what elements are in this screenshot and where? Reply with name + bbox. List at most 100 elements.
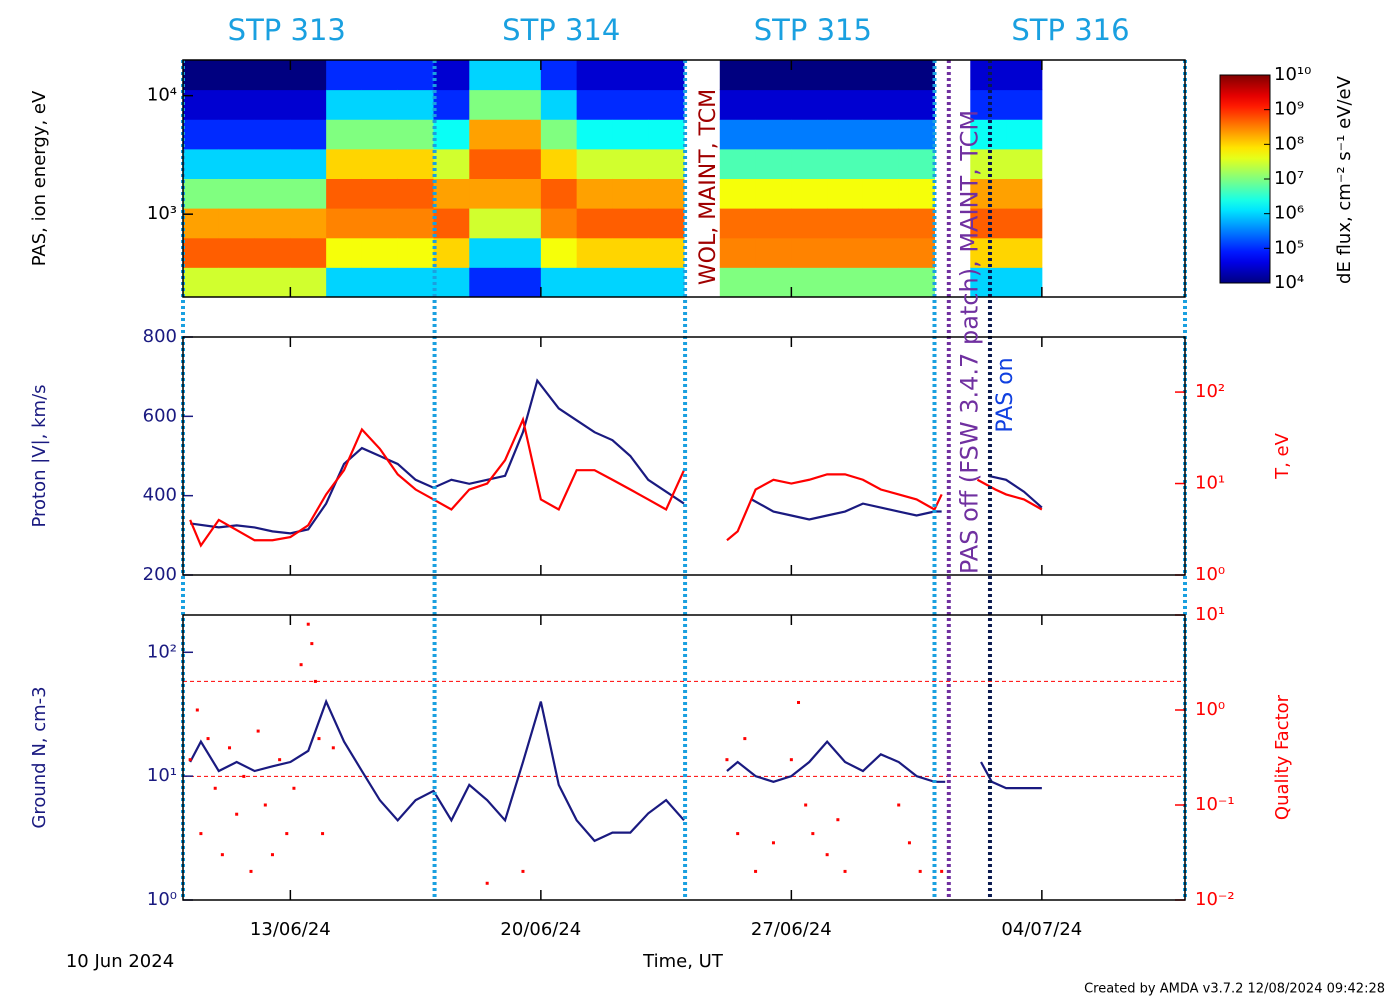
spectrogram-cell bbox=[254, 267, 291, 298]
credit: Created by AMDA v3.7.2 12/08/2024 09:42:… bbox=[1084, 982, 1385, 997]
y-tick-label: 400 bbox=[143, 485, 177, 506]
data-point bbox=[235, 812, 239, 816]
data-line bbox=[987, 474, 1043, 509]
spectrogram-cell bbox=[791, 148, 828, 179]
spectrogram-cell bbox=[612, 267, 649, 298]
spectrogram-cell bbox=[612, 237, 649, 268]
spectrogram-cell bbox=[218, 267, 256, 298]
spectrogram-cell bbox=[862, 119, 900, 150]
spectrogram-cell bbox=[648, 178, 685, 209]
spectrogram-cell bbox=[397, 237, 434, 268]
stp-label: STP 315 bbox=[754, 13, 872, 47]
spectrogram-cell bbox=[576, 148, 613, 179]
spectrogram-cell bbox=[1006, 89, 1043, 120]
spectrogram-cell bbox=[326, 89, 363, 120]
spectrogram-cell bbox=[540, 208, 578, 239]
spectrogram-cell bbox=[326, 237, 363, 268]
spectrogram-cell bbox=[290, 119, 327, 150]
stp-label: STP 316 bbox=[1011, 13, 1129, 47]
colorbar-tick-label: 10⁴ bbox=[1274, 272, 1304, 293]
spectrogram-cell bbox=[862, 267, 900, 298]
spectrogram-cell bbox=[1006, 208, 1043, 239]
spectrogram-cell bbox=[827, 89, 864, 120]
spectrogram-cell bbox=[326, 267, 363, 298]
event-label: PAS off (FSW 3.4.7 patch), MAINT, TCM bbox=[955, 110, 983, 574]
spectrogram-cell bbox=[612, 178, 649, 209]
y2-tick-label: 10⁰ bbox=[1195, 699, 1225, 720]
x-tick-label: 20/06/24 bbox=[500, 919, 581, 940]
spectrogram-cell bbox=[433, 178, 470, 209]
spectrogram-cell bbox=[218, 60, 256, 91]
spectrogram-cell bbox=[361, 237, 399, 268]
spectrogram-cell bbox=[505, 267, 542, 298]
spectrogram-cell bbox=[469, 267, 506, 298]
spectrogram-cell bbox=[755, 119, 792, 150]
spectrogram-cell bbox=[254, 89, 291, 120]
spectrogram-cell bbox=[397, 119, 434, 150]
data-point bbox=[811, 832, 815, 836]
spectrogram-cell bbox=[397, 89, 434, 120]
data-point bbox=[313, 679, 317, 683]
spectrogram-cell bbox=[540, 267, 578, 298]
spectrogram-cell bbox=[827, 60, 864, 91]
y-axis-label: Ground N, cm-3 bbox=[29, 686, 50, 828]
spectrogram-cell bbox=[898, 178, 935, 209]
spectrogram-cell bbox=[791, 208, 828, 239]
spectrogram-cell bbox=[576, 178, 613, 209]
data-point bbox=[299, 663, 303, 667]
y2-axis-label: T, eV bbox=[1272, 432, 1293, 480]
spectrogram-cell bbox=[755, 148, 792, 179]
spectrogram-cell bbox=[361, 208, 399, 239]
spectrogram-cell bbox=[254, 178, 291, 209]
y-tick-label: 200 bbox=[143, 564, 177, 585]
data-point bbox=[270, 853, 274, 857]
data-point bbox=[220, 853, 224, 857]
spectrogram-cell bbox=[469, 148, 506, 179]
y-axis-label: PAS, ion energy, eV bbox=[29, 90, 50, 266]
data-point bbox=[485, 881, 489, 885]
spectrogram-cell bbox=[397, 267, 434, 298]
spectrogram-cell bbox=[218, 119, 256, 150]
spectrogram-cell bbox=[433, 60, 470, 91]
y2-tick-label: 10⁰ bbox=[1195, 564, 1225, 585]
spectrogram-cell bbox=[791, 178, 828, 209]
data-point bbox=[242, 774, 246, 778]
spectrogram-cell bbox=[612, 148, 649, 179]
data-point bbox=[825, 853, 829, 857]
spectrogram-cell bbox=[469, 60, 506, 91]
spectrogram-cell bbox=[254, 237, 291, 268]
spectrogram-cell bbox=[648, 148, 685, 179]
spectrogram-cell bbox=[397, 208, 434, 239]
spectrogram-cell bbox=[755, 237, 792, 268]
spectrogram-cell bbox=[254, 60, 291, 91]
data-point bbox=[195, 708, 199, 712]
spectrogram-cell bbox=[719, 60, 757, 91]
y-axis-label: Proton |V|, km/s bbox=[29, 384, 50, 527]
stp-label: STP 313 bbox=[228, 13, 346, 47]
spectrogram-cell bbox=[1006, 267, 1043, 298]
spectrogram-cell bbox=[433, 237, 470, 268]
data-point bbox=[199, 832, 203, 836]
spectrogram-cell bbox=[827, 119, 864, 150]
spectrogram-cell bbox=[898, 208, 935, 239]
spectrogram-cell bbox=[827, 178, 864, 209]
stp-label: STP 314 bbox=[502, 13, 620, 47]
spectrogram-cell bbox=[898, 60, 935, 91]
spectrogram-cell bbox=[254, 208, 291, 239]
spectrogram-cell bbox=[862, 89, 900, 120]
data-line bbox=[751, 498, 942, 521]
data-point bbox=[188, 758, 192, 762]
data-point bbox=[228, 746, 232, 750]
spectrogram-cell bbox=[719, 89, 757, 120]
panel-frame bbox=[182, 614, 1186, 901]
spectrogram-cell bbox=[183, 178, 220, 209]
spectrogram-cell bbox=[218, 148, 256, 179]
data-point bbox=[797, 700, 801, 704]
spectrogram-cell bbox=[719, 119, 757, 150]
y2-tick-label: 10² bbox=[1195, 381, 1225, 402]
spectrogram-cell bbox=[218, 89, 256, 120]
spectrogram-cell bbox=[469, 119, 506, 150]
spectrogram-cell bbox=[755, 178, 792, 209]
spectrogram-cell bbox=[433, 208, 470, 239]
